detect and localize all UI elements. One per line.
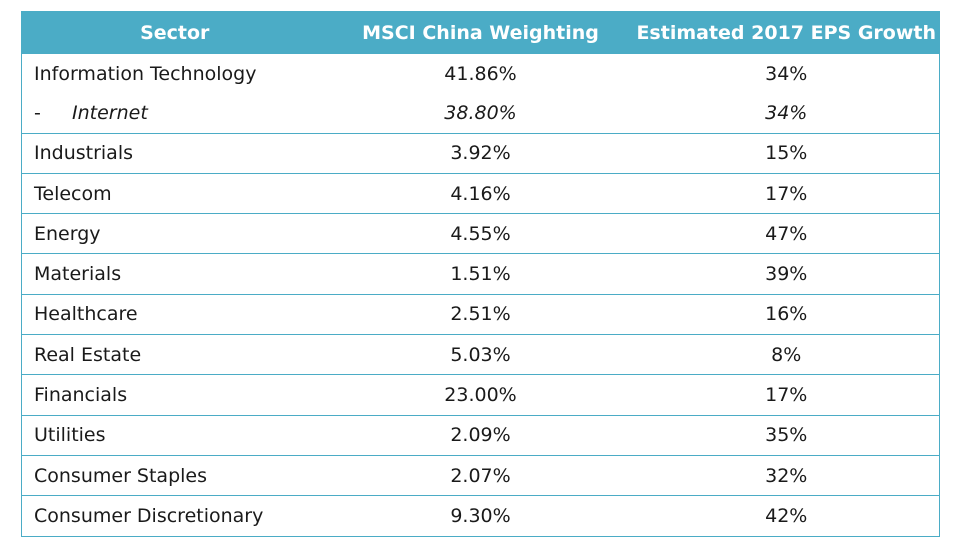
- sector-label: Industrials: [34, 142, 134, 165]
- cell-eps-growth: 39%: [633, 253, 940, 295]
- cell-eps-growth: 8%: [633, 334, 940, 376]
- table-row: Materials 1.51% 39%: [21, 253, 940, 295]
- sector-table-container: Sector MSCI China Weighting Estimated 20…: [21, 11, 940, 537]
- sector-label: Materials: [34, 263, 122, 286]
- table-row: Telecom 4.16% 17%: [21, 173, 940, 215]
- cell-msci-weighting: 38.80%: [327, 93, 634, 134]
- cell-msci-weighting: 2.51%: [327, 294, 634, 336]
- table-row: Consumer Discretionary 9.30% 42%: [21, 495, 940, 537]
- sector-label: Energy: [34, 222, 101, 245]
- table-row: Consumer Staples 2.07% 32%: [21, 455, 940, 497]
- cell-eps-growth: 17%: [633, 374, 940, 416]
- table-row: - Internet 38.80% 34%: [21, 93, 940, 134]
- table-row: Financials 23.00% 17%: [21, 374, 940, 416]
- sector-eps-table: Sector MSCI China Weighting Estimated 20…: [21, 11, 940, 537]
- cell-msci-weighting: 23.00%: [327, 374, 634, 416]
- header-msci-weighting: MSCI China Weighting: [327, 11, 634, 54]
- cell-msci-weighting: 9.30%: [327, 495, 634, 537]
- sector-label: Telecom: [34, 182, 112, 205]
- cell-msci-weighting: 4.16%: [327, 173, 634, 215]
- cell-msci-weighting: 3.92%: [327, 133, 634, 174]
- cell-eps-growth: 34%: [765, 62, 808, 85]
- cell-msci-weighting: 2.07%: [327, 455, 634, 497]
- cell-sector: Healthcare: [21, 294, 328, 336]
- sector-label: Healthcare: [34, 303, 138, 326]
- table-body: Information Technology 41.86% 34% - Internet…: [21, 54, 940, 537]
- table-row: Energy 4.55% 47%: [21, 213, 940, 255]
- cell-sector: Consumer Staples: [21, 455, 328, 497]
- cell-sector: - Internet: [21, 93, 328, 134]
- cell-sector: Telecom: [21, 173, 328, 215]
- cell-sector: Information Technology: [22, 54, 328, 93]
- cell-sector: Industrials: [21, 133, 328, 174]
- cell-sector: Real Estate: [21, 334, 328, 376]
- cell-eps-growth: 17%: [633, 173, 940, 215]
- cell-msci-weighting: 4.55%: [327, 213, 634, 255]
- cell-sector: Consumer Discretionary: [21, 495, 328, 537]
- cell-sector: Utilities: [21, 415, 328, 456]
- header-sector: Sector: [21, 11, 328, 54]
- cell-msci-weighting: 1.51%: [327, 253, 634, 295]
- cell-msci-weighting: 2.09%: [327, 415, 634, 456]
- cell-eps-growth: 47%: [633, 213, 940, 255]
- sector-label: Real Estate: [34, 343, 142, 366]
- cell-sector: Financials: [21, 374, 328, 416]
- sector-label: Consumer Staples: [34, 464, 208, 487]
- table-header-row: Sector MSCI China Weighting Estimated 20…: [21, 11, 940, 54]
- sub-item-prefix: -: [34, 101, 41, 124]
- table-row: Healthcare 2.51% 16%: [21, 294, 940, 336]
- header-eps-growth: Estimated 2017 EPS Growth: [633, 11, 940, 54]
- cell-eps-growth: 34%: [633, 93, 940, 134]
- cell-msci-weighting: 41.86%: [444, 62, 517, 85]
- table-row: Real Estate 5.03% 8%: [21, 334, 940, 376]
- sector-label: Internet: [72, 101, 148, 124]
- cell-eps-growth: 35%: [633, 415, 940, 456]
- cell-eps-growth: 42%: [633, 495, 940, 537]
- cell-eps-growth: 15%: [633, 133, 940, 174]
- sector-label: Consumer Discretionary: [34, 504, 264, 527]
- cell-eps-growth: 16%: [633, 294, 940, 336]
- cell-eps-growth: 32%: [633, 455, 940, 497]
- cell-msci-weighting: 5.03%: [327, 334, 634, 376]
- table-row: Information Technology 41.86% 34%: [22, 54, 940, 93]
- sector-label: Utilities: [34, 424, 106, 447]
- table-row: Utilities 2.09% 35%: [21, 415, 940, 456]
- table-row: Industrials 3.92% 15%: [21, 133, 940, 174]
- sector-label: Financials: [34, 384, 128, 407]
- cell-sector: Energy: [21, 213, 328, 255]
- cell-sector: Materials: [21, 253, 328, 295]
- sector-label: Information Technology: [34, 62, 257, 85]
